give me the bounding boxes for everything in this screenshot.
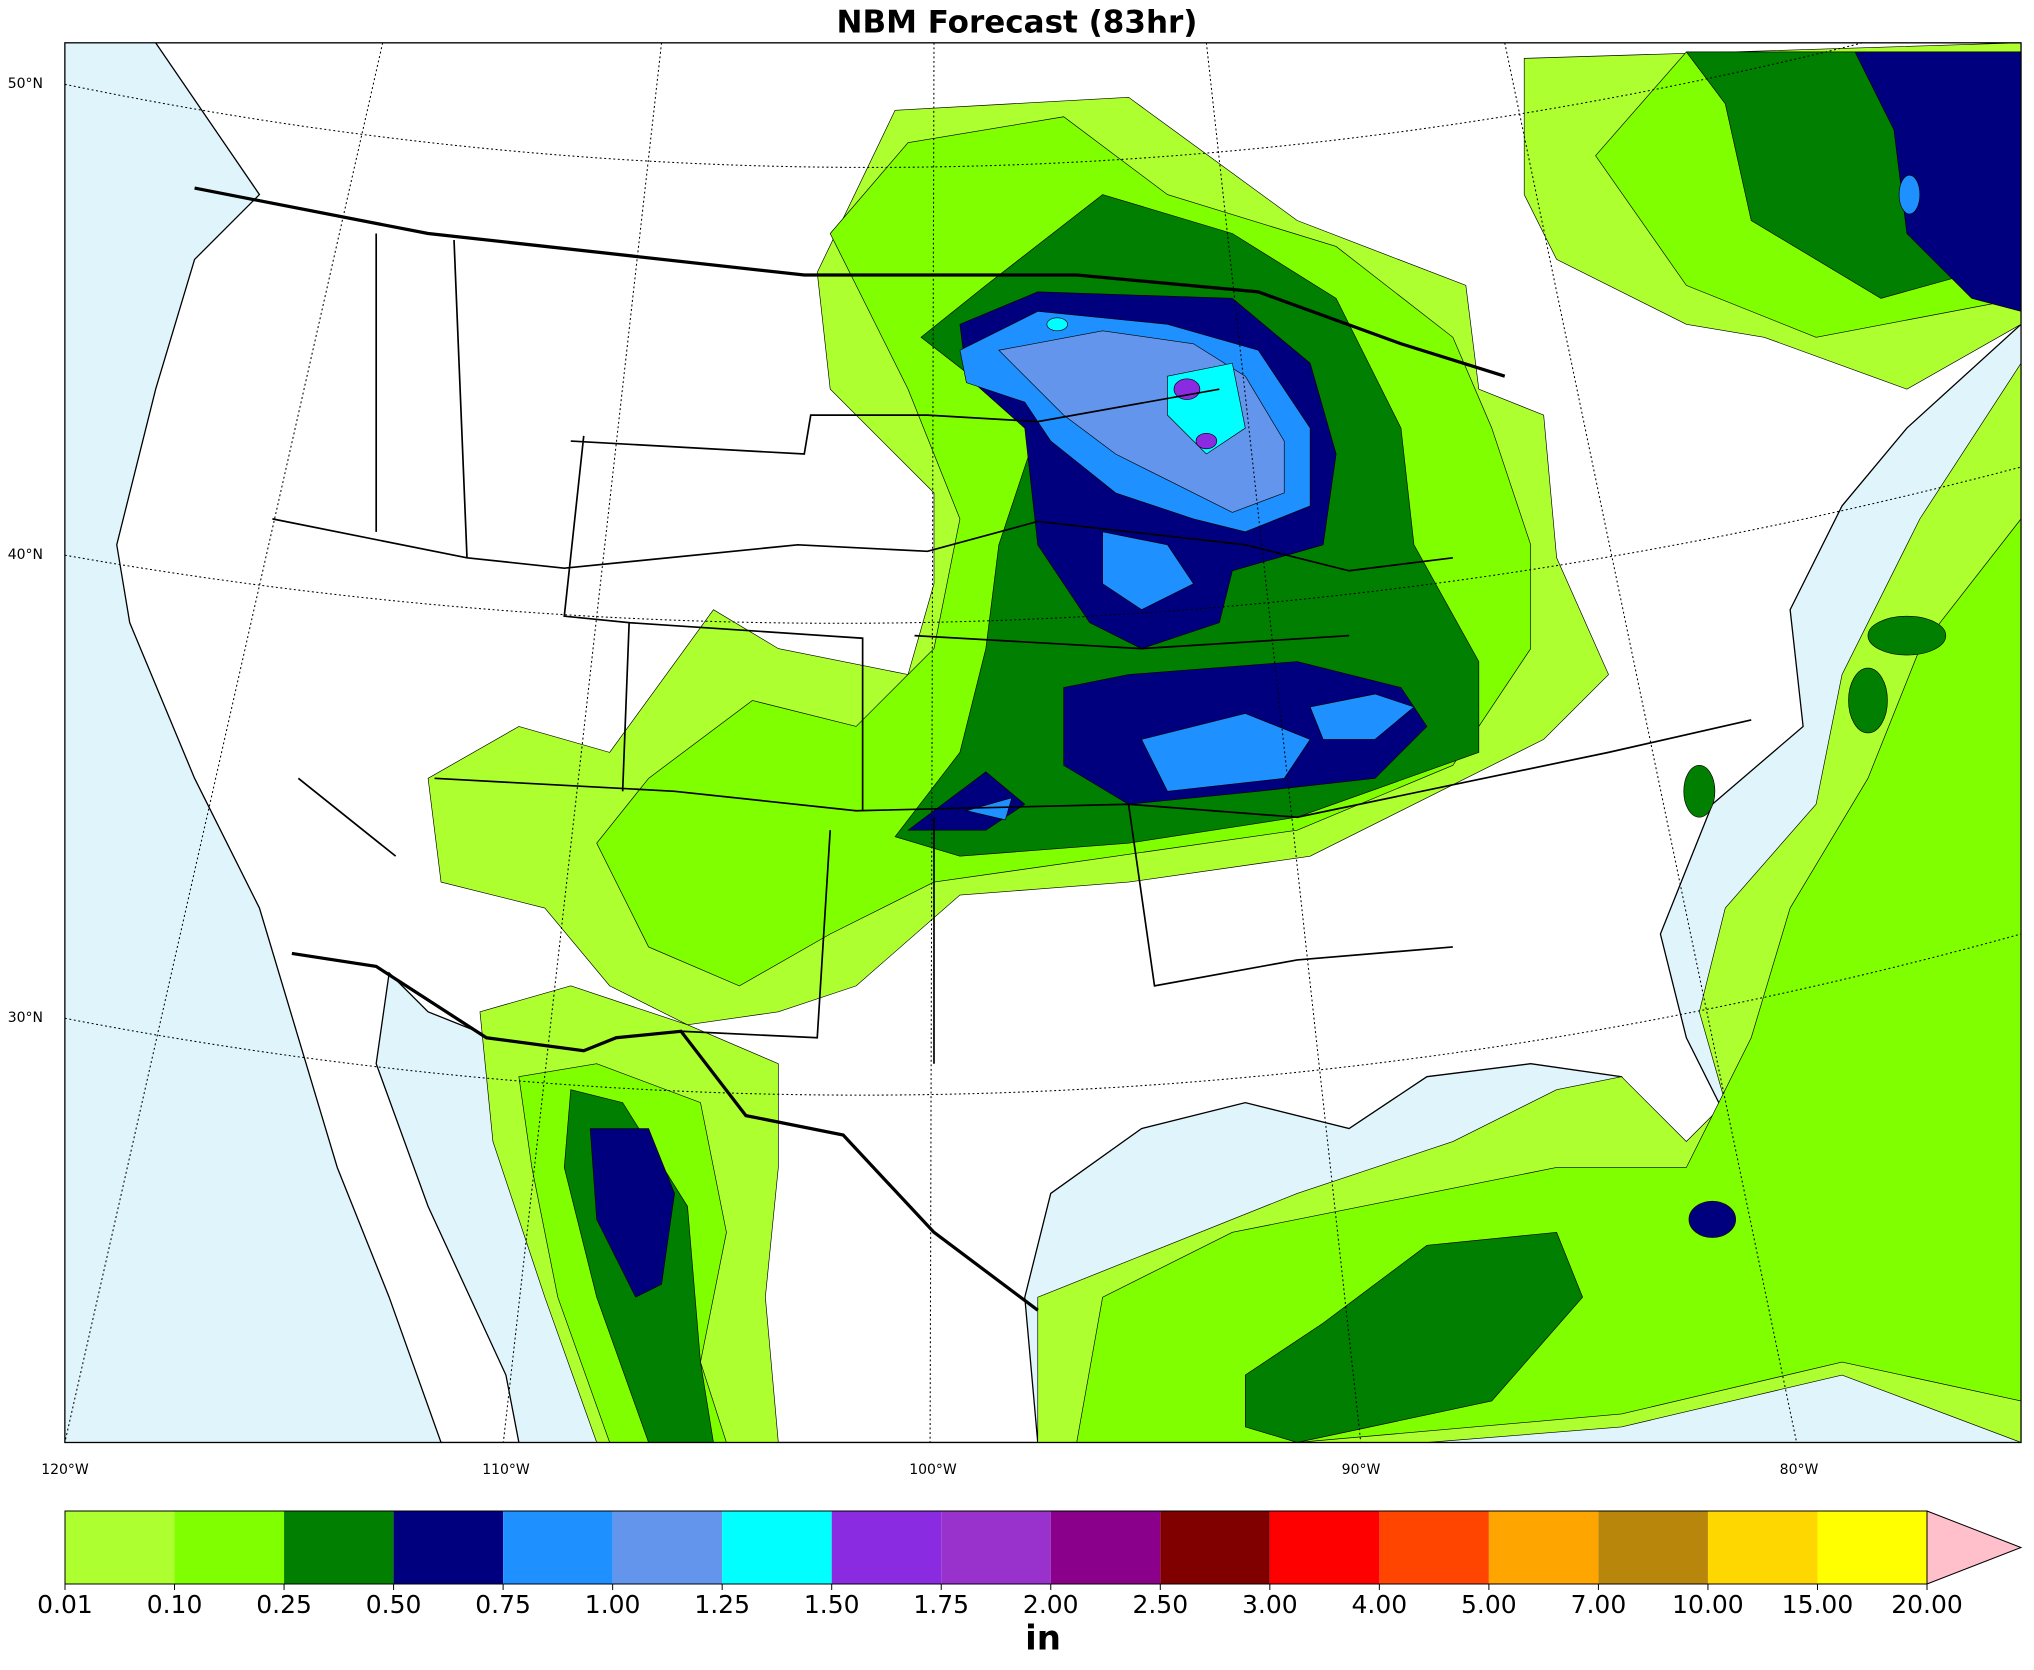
lon-label: 80°W — [1780, 1462, 1819, 1478]
colorbar-tick-label: 5.00 — [1461, 1590, 1517, 1619]
lat-label: 40°N — [8, 547, 43, 563]
border — [194, 186, 1506, 378]
precip-area — [1854, 51, 2022, 312]
precip-area — [1046, 317, 1068, 332]
state-line — [272, 233, 1752, 1064]
colorbar-extend — [1926, 1510, 2023, 1585]
colorbar-tick-label: 0.75 — [475, 1590, 531, 1619]
colorbar-tick-label: 4.00 — [1352, 1590, 1408, 1619]
colorbar-box — [284, 1511, 394, 1584]
colorbar-box — [1050, 1511, 1161, 1584]
colorbar-tick-label: 20.00 — [1891, 1590, 1963, 1619]
colorbar-box — [1707, 1511, 1818, 1584]
parallel — [64, 42, 2022, 1096]
precip-area — [1848, 667, 1888, 734]
lon-label: 120°W — [41, 1462, 89, 1478]
precip-area — [1141, 713, 1311, 792]
colorbar-tick-label: 3.00 — [1242, 1590, 1298, 1619]
colorbar-tick-label: 1.75 — [913, 1590, 969, 1619]
colorbar-box — [1488, 1511, 1599, 1584]
colorbar-box — [1817, 1511, 1927, 1584]
colorbar-tick-label: 2.00 — [1023, 1590, 1079, 1619]
colorbar-box — [174, 1511, 285, 1584]
colorbar-tick-label: 1.50 — [804, 1590, 860, 1619]
precip-area — [1244, 1231, 1583, 1443]
precip-area — [1102, 531, 1194, 611]
colorbar-tick-label: 15.00 — [1782, 1590, 1854, 1619]
precip-area — [965, 797, 1013, 821]
colorbar-box — [1379, 1511, 1489, 1584]
colorbar-box — [1269, 1511, 1380, 1584]
colorbar-box — [65, 1511, 175, 1584]
colorbar-tick-label: 0.01 — [37, 1590, 93, 1619]
colorbar-label: in — [1025, 1619, 1061, 1659]
borders — [194, 186, 1752, 1312]
precip-area — [1076, 518, 2022, 1443]
colorbar-box — [941, 1511, 1051, 1584]
colorbar-box — [722, 1511, 832, 1584]
colorbar-box — [393, 1511, 504, 1584]
graticule — [64, 42, 2022, 1443]
lon-label: 90°W — [1342, 1462, 1381, 1478]
colorbar-tick-label: 2.50 — [1132, 1590, 1188, 1619]
colorbar-box — [503, 1511, 613, 1584]
colorbar-tick-label: 1.00 — [585, 1590, 641, 1619]
precip-area — [1195, 432, 1218, 450]
meridian — [64, 42, 1798, 1443]
colorbar-tick-label: 0.25 — [256, 1590, 312, 1619]
graticule-labels: 50°N 40°N 30°N 120°W 110°W 100°W 90°W 80°W — [8, 76, 1819, 1478]
map — [64, 42, 2022, 1444]
precip-area — [1867, 615, 1947, 656]
precip-area — [1898, 174, 1921, 215]
precip — [427, 42, 2022, 1443]
colorbar-tick-label: 0.10 — [147, 1590, 203, 1619]
colorbar-frame — [64, 1510, 1928, 1585]
colorbar-box — [1160, 1511, 1270, 1584]
colorbar-tick-label: 10.00 — [1672, 1590, 1744, 1619]
colorbar-box — [612, 1511, 723, 1584]
colorbar-box — [1598, 1511, 1708, 1584]
colorbar-box — [831, 1511, 942, 1584]
precip-area — [589, 1128, 675, 1298]
lat-label: 50°N — [8, 76, 43, 92]
border — [291, 951, 1039, 1312]
colorbar-tick-label: 7.00 — [1571, 1590, 1627, 1619]
precip-area — [1683, 765, 1716, 818]
precip-area — [1688, 1200, 1736, 1238]
colorbar: 0.01 0.10 0.25 0.50 0.75 1.00 1.25 1.50 1.75 2.00… — [37, 1510, 2023, 1619]
lon-label: 100°W — [909, 1462, 957, 1478]
colorbar-tick-label: 1.25 — [694, 1590, 750, 1619]
lat-label: 30°N — [8, 1010, 43, 1026]
lon-label: 110°W — [482, 1462, 530, 1478]
title: NBM Forecast (83hr) — [837, 5, 1198, 41]
precip-area — [1309, 693, 1415, 740]
colorbar-tick-label: 0.50 — [366, 1590, 422, 1619]
map-frame — [64, 42, 2022, 1444]
